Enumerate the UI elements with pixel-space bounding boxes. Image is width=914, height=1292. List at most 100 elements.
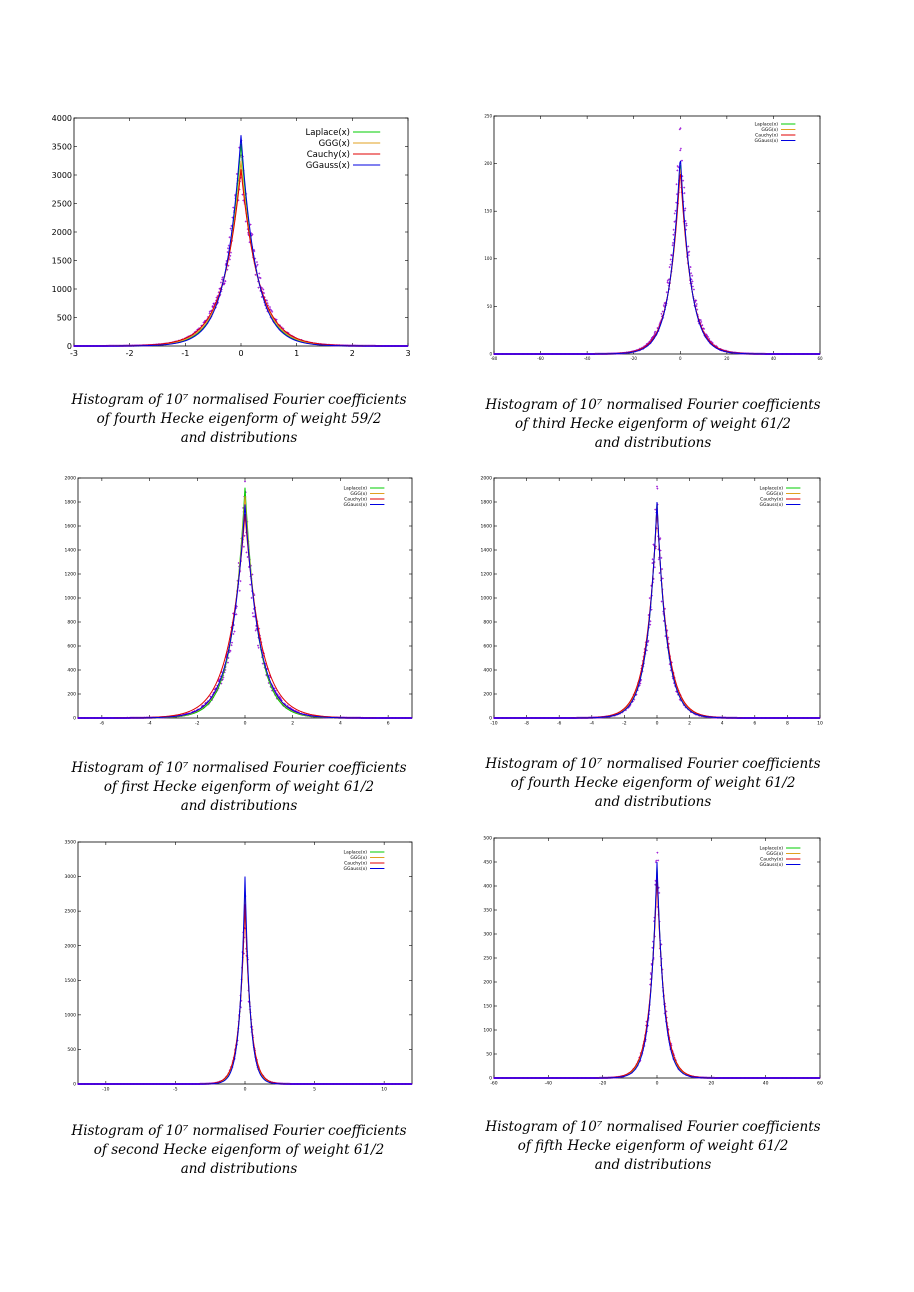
chart-panel-5: 0 50 100 150 200 250 300 350 400 450 500 -60 -40 -20 0… xyxy=(478,832,830,1094)
histogram-point xyxy=(672,228,675,231)
histogram-point xyxy=(654,330,657,333)
histogram-point xyxy=(257,286,260,289)
legend-label: Cauchy(x) xyxy=(307,150,350,160)
x-tick-label: 40 xyxy=(771,356,777,361)
legend-label: Cauchy(x) xyxy=(755,133,778,139)
caption-line: and distributions xyxy=(180,798,298,814)
y-tick-label: 0 xyxy=(73,1082,76,1088)
y-tick-label: 1800 xyxy=(481,500,493,506)
legend-label: GGG(x) xyxy=(319,139,350,149)
x-tick-label: 2 xyxy=(350,349,355,358)
x-tick-label: 0 xyxy=(238,349,243,358)
histogram-point xyxy=(258,276,261,279)
histogram-point xyxy=(673,220,676,223)
y-tick-label: 2000 xyxy=(65,943,77,949)
legend: Laplace(x)GGG(x)Cauchy(x)GGauss(x) xyxy=(343,486,385,508)
histogram-point xyxy=(243,534,246,537)
histogram-point xyxy=(661,310,664,313)
x-tick-label: -60 xyxy=(490,1081,497,1087)
y-tick-label: 600 xyxy=(67,644,76,650)
series-line-cauchyx xyxy=(78,904,412,1085)
legend-label: Laplace(x) xyxy=(343,486,367,492)
y-tick-label: 1600 xyxy=(65,524,77,530)
histogram-point xyxy=(662,304,665,307)
x-tick-label: 6 xyxy=(387,721,390,727)
y-tick-label: 0 xyxy=(73,716,76,722)
y-tick-label: 800 xyxy=(67,620,76,626)
histogram-point xyxy=(661,568,664,571)
histogram-point xyxy=(221,678,224,681)
histogram-point xyxy=(666,279,669,282)
histogram-point xyxy=(273,687,276,690)
histogram-point xyxy=(705,334,708,337)
histogram-point xyxy=(683,186,686,189)
histogram-point xyxy=(233,630,236,633)
series-line-ggaussx xyxy=(78,876,412,1085)
histogram-point xyxy=(708,337,711,340)
histogram-point xyxy=(689,266,692,269)
legend-label: GGauss(x) xyxy=(344,866,368,872)
x-tick-label: -4 xyxy=(590,721,595,727)
histogram-point xyxy=(254,273,257,276)
histogram-point xyxy=(707,335,710,338)
legend-label: GGG(x) xyxy=(350,491,367,497)
y-tick-label: 2500 xyxy=(52,199,72,208)
histogram-point xyxy=(679,127,682,130)
histogram-point xyxy=(249,223,252,226)
histogram-point xyxy=(228,258,231,261)
x-tick-label: -2 xyxy=(195,721,200,727)
histogram-point xyxy=(659,537,662,540)
histogram-point xyxy=(695,303,698,306)
x-tick-label: -20 xyxy=(599,1081,606,1087)
x-tick-label: -2 xyxy=(622,721,627,727)
y-tick-label: 2000 xyxy=(52,228,72,237)
series-line-laplacex xyxy=(78,890,412,1085)
histogram-point xyxy=(222,676,225,679)
histogram-point xyxy=(676,165,679,168)
histogram-point xyxy=(268,306,271,309)
x-tick-label: -6 xyxy=(100,721,105,727)
x-tick-label: 3 xyxy=(405,349,410,358)
x-tick-label: 0 xyxy=(656,721,659,727)
legend-label: GGG(x) xyxy=(766,491,783,497)
histogram-point xyxy=(667,278,670,281)
caption-0: Histogram of 10⁷ normalised Fourier coef… xyxy=(39,391,439,448)
legend-label: Laplace(x) xyxy=(306,128,350,138)
y-tick-label: 1400 xyxy=(65,548,77,554)
caption-line: of fourth Hecke eigenform of weight 61/2 xyxy=(510,775,796,791)
y-tick-label: 250 xyxy=(484,113,492,118)
y-tick-label: 100 xyxy=(483,1028,492,1034)
legend: Laplace(x)GGG(x)Cauchy(x)GGauss(x) xyxy=(754,122,796,144)
histogram-point xyxy=(683,209,686,212)
histogram-point xyxy=(680,159,683,162)
histogram-point xyxy=(226,661,229,664)
y-tick-label: 450 xyxy=(483,860,492,866)
histogram-point xyxy=(229,227,232,230)
histogram-point xyxy=(286,704,289,707)
histogram-point xyxy=(262,288,265,291)
histogram-point xyxy=(671,241,674,244)
histogram-point xyxy=(695,305,698,308)
histogram-point xyxy=(682,179,685,182)
histogram-point xyxy=(676,169,679,172)
y-tick-label: 0 xyxy=(489,351,492,356)
x-tick-label: 8 xyxy=(786,721,789,727)
histogram-point xyxy=(242,545,245,548)
histogram-point xyxy=(656,487,659,490)
histogram-point xyxy=(700,320,703,323)
histogram-point xyxy=(678,698,681,701)
histogram-point xyxy=(235,613,238,616)
y-tick-label: 150 xyxy=(483,1004,492,1010)
histogram-point xyxy=(251,612,254,615)
y-tick-label: 400 xyxy=(483,668,492,674)
histogram-point xyxy=(249,583,252,586)
caption-2: Histogram of 10⁷ normalised Fourier coef… xyxy=(39,759,439,816)
histogram-point xyxy=(223,282,226,285)
x-tick-label: 1 xyxy=(294,349,299,358)
histogram-point xyxy=(685,222,688,225)
series-line-cauchyx xyxy=(73,169,409,347)
histogram-point xyxy=(692,288,695,291)
series-line-laplacex xyxy=(494,503,820,719)
legend: Laplace(x)GGG(x)Cauchy(x)GGauss(x) xyxy=(343,850,385,872)
x-tick-label: -6 xyxy=(557,721,562,727)
